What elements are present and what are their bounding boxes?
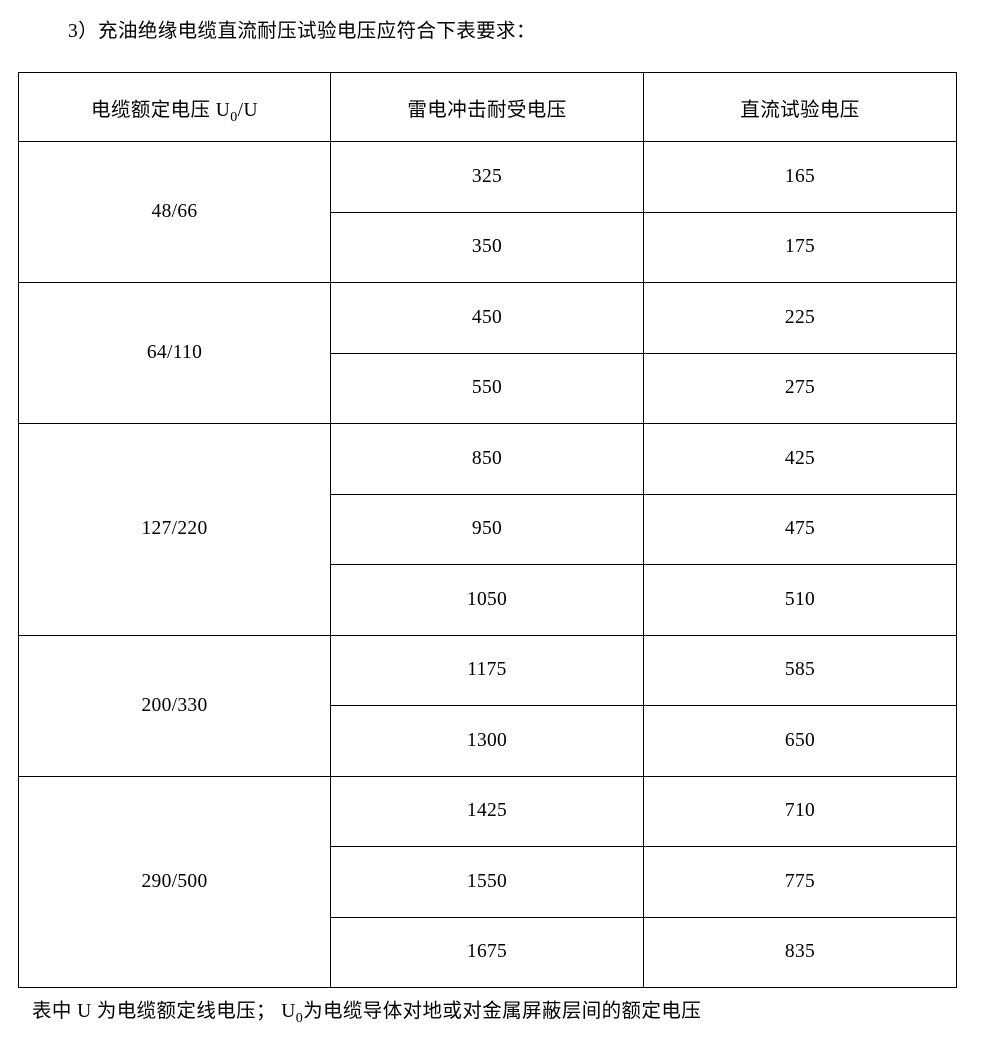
footnote-text-after: 为电缆导体对地或对金属屏蔽层间的额定电压 (303, 1001, 702, 1022)
cell-dc-test-voltage: 775 (643, 846, 957, 918)
cell-rated-voltage: 200/330 (18, 634, 331, 777)
table-row: 550 275 (19, 352, 957, 424)
cell-dc-test-voltage: 475 (643, 493, 957, 565)
cell-impulse-voltage: 1550 (330, 846, 644, 918)
table-footnote: 表中 U 为电缆额定线电压； U0为电缆导体对地或对金属屏蔽层间的额定电压 (32, 999, 701, 1025)
cell-rated-voltage: 290/500 (18, 775, 331, 988)
cell-impulse-voltage: 1300 (330, 705, 644, 777)
cell-impulse-voltage: 1050 (330, 564, 644, 636)
cell-dc-test-voltage: 585 (643, 634, 957, 706)
cell-rated-voltage: 127/220 (18, 423, 331, 636)
cell-dc-test-voltage: 275 (643, 352, 957, 424)
footnote-subscript: 0 (295, 1009, 304, 1026)
column-header-dc-test-voltage: 直流试验电压 (643, 72, 957, 142)
voltage-table-container: 电缆额定电压 U0/U 雷电冲击耐受电压 直流试验电压 48/66 325 165 3… (18, 72, 957, 988)
table-row: 1050 510 (19, 564, 957, 636)
cell-impulse-voltage: 1675 (330, 916, 644, 988)
cell-rated-voltage: 64/110 (18, 282, 331, 424)
cell-impulse-voltage: 550 (330, 352, 644, 424)
table-row: 1675 835 (19, 916, 957, 988)
cell-impulse-voltage: 950 (330, 493, 644, 565)
table-body: 48/66 325 165 350 175 64/110 450 225 550 275 127/2… (18, 141, 957, 988)
table-row: 290/500 1425 710 (18, 775, 957, 988)
table-row: 1550 775 (19, 846, 957, 918)
cell-impulse-voltage: 450 (330, 282, 644, 354)
table-row: 1300 650 (19, 705, 957, 777)
cell-dc-test-voltage: 835 (643, 916, 957, 988)
table-row: 127/220 850 425 (18, 423, 957, 636)
column-header-rated-voltage-subscript: 0 (230, 108, 238, 125)
table-row: 200/330 1175 585 (18, 634, 957, 777)
column-header-impulse-voltage: 雷电冲击耐受电压 (330, 72, 644, 142)
table-row: 950 475 (19, 493, 957, 565)
table-header: 电缆额定电压 U0/U 雷电冲击耐受电压 直流试验电压 (18, 72, 957, 142)
cell-dc-test-voltage: 425 (643, 423, 957, 495)
cell-impulse-voltage: 350 (330, 211, 644, 283)
dc-withstand-voltage-table: 电缆额定电压 U0/U 雷电冲击耐受电压 直流试验电压 48/66 325 165 3… (18, 72, 957, 988)
cell-dc-test-voltage: 650 (643, 705, 957, 777)
cell-rated-voltage: 48/66 (18, 141, 331, 283)
column-header-rated-voltage-prefix: 电缆额定电压 U (91, 99, 231, 121)
intro-line: 3）充油绝缘电缆直流耐压试验电压应符合下表要求： (68, 21, 536, 42)
cell-dc-test-voltage: 225 (643, 282, 957, 354)
table-row: 350 175 (19, 211, 957, 283)
cell-dc-test-voltage: 165 (643, 141, 957, 213)
cell-impulse-voltage: 850 (330, 423, 644, 495)
cell-dc-test-voltage: 710 (643, 775, 957, 847)
cell-dc-test-voltage: 175 (643, 211, 957, 283)
footnote-text-before: 表中 U 为电缆额定线电压； U (32, 1001, 296, 1022)
table-row: 64/110 450 225 (18, 282, 957, 424)
table-header-row: 电缆额定电压 U0/U 雷电冲击耐受电压 直流试验电压 (18, 72, 957, 142)
cell-impulse-voltage: 1425 (330, 775, 644, 847)
column-header-rated-voltage-suffix: /U (237, 99, 258, 121)
cell-impulse-voltage: 1175 (330, 634, 644, 706)
column-header-rated-voltage: 电缆额定电压 U0/U (18, 72, 331, 142)
cell-impulse-voltage: 325 (330, 141, 644, 213)
cell-dc-test-voltage: 510 (643, 564, 957, 636)
table-row: 48/66 325 165 (18, 141, 957, 283)
